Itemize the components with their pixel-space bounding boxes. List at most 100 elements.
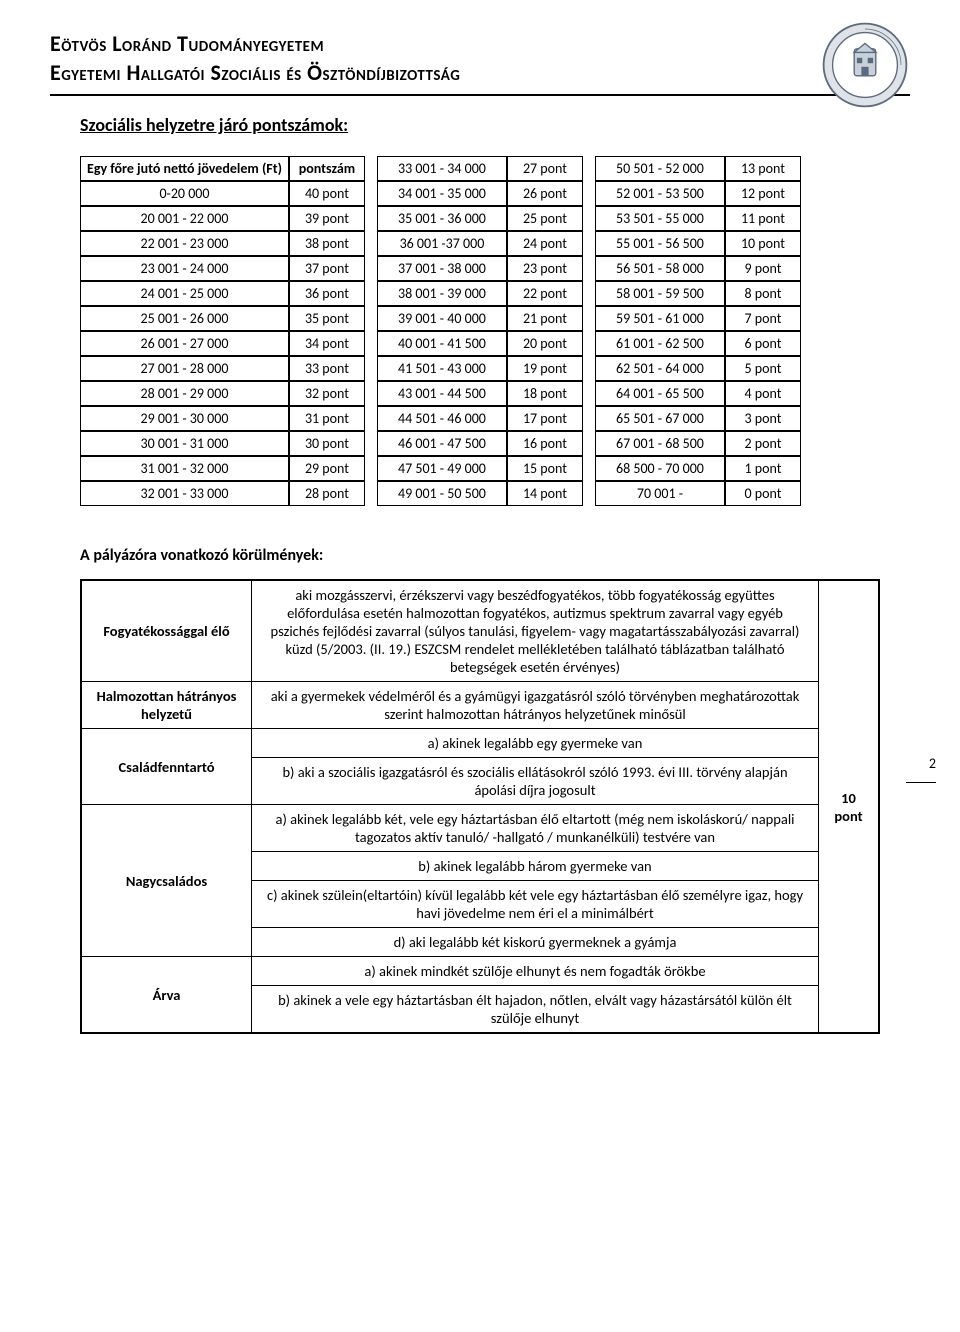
cell-points: 33 pont [289, 356, 365, 381]
table-row: 65 501 - 67 0003 pont [595, 406, 801, 431]
table-row: 0-20 00040 pont [80, 181, 365, 206]
condition-desc: d) aki legalább két kiskorú gyermeknek a… [252, 928, 818, 957]
points-table-col-3: 50 501 - 52 00013 pont52 001 - 53 50012 … [595, 156, 801, 506]
header-divider [50, 94, 910, 96]
table-row: 55 001 - 56 50010 pont [595, 231, 801, 256]
cell-points: 28 pont [289, 481, 365, 506]
conditions-table: Fogyatékossággal élőaki mozgásszervi, ér… [81, 580, 879, 1033]
cell-points: 38 pont [289, 231, 365, 256]
cell-range: 39 001 - 40 000 [377, 306, 507, 331]
cell-range: 37 001 - 38 000 [377, 256, 507, 281]
cell-range: 33 001 - 34 000 [377, 156, 507, 181]
condition-desc: c) akinek szülein(eltartóin) kívül legal… [252, 881, 818, 928]
cell-range: 28 001 - 29 000 [80, 381, 289, 406]
cell-points: 30 pont [289, 431, 365, 456]
condition-label: Árva [82, 957, 252, 1033]
cell-points: 10 pont [725, 231, 801, 256]
points-table-col-2: 33 001 - 34 00027 pont34 001 - 35 00026 … [377, 156, 583, 506]
cell-points: 24 pont [507, 231, 583, 256]
table-row: 24 001 - 25 00036 pont [80, 281, 365, 306]
cell-range: 50 501 - 52 000 [595, 156, 725, 181]
cell-points: 7 pont [725, 306, 801, 331]
condition-desc-cell: a) akinek legalább egy gyermeke vanb) ak… [252, 729, 819, 805]
cell-range: 65 501 - 67 000 [595, 406, 725, 431]
cell-points: 22 pont [507, 281, 583, 306]
cell-range: 27 001 - 28 000 [80, 356, 289, 381]
cell-points: 32 pont [289, 381, 365, 406]
table-row: 23 001 - 24 00037 pont [80, 256, 365, 281]
cell-points: 26 pont [507, 181, 583, 206]
cell-range: 58 001 - 59 500 [595, 281, 725, 306]
header-points: pontszám [289, 156, 365, 181]
cell-range: 34 001 - 35 000 [377, 181, 507, 206]
header-range: Egy főre jutó nettó jövedelem (Ft) [80, 156, 289, 181]
table-row: 40 001 - 41 50020 pont [377, 331, 583, 356]
condition-points: 10 pont [819, 581, 879, 1033]
cell-points: 20 pont [507, 331, 583, 356]
cell-range: 38 001 - 39 000 [377, 281, 507, 306]
cell-range: 59 501 - 61 000 [595, 306, 725, 331]
table-row: 25 001 - 26 00035 pont [80, 306, 365, 331]
cell-range: 43 001 - 44 500 [377, 381, 507, 406]
cell-range: 40 001 - 41 500 [377, 331, 507, 356]
cell-points: 2 pont [725, 431, 801, 456]
table-row: 68 500 - 70 0001 pont [595, 456, 801, 481]
conditions-table-wrap: Fogyatékossággal élőaki mozgásszervi, ér… [80, 579, 880, 1034]
cell-points: 13 pont [725, 156, 801, 181]
cell-points: 27 pont [507, 156, 583, 181]
cell-points: 9 pont [725, 256, 801, 281]
page-side-mark [906, 782, 936, 783]
table-row: 35 001 - 36 00025 pont [377, 206, 583, 231]
cell-points: 11 pont [725, 206, 801, 231]
cell-range: 30 001 - 31 000 [80, 431, 289, 456]
table-row: 58 001 - 59 5008 pont [595, 281, 801, 306]
condition-label: Családfenntartó [82, 729, 252, 805]
cell-points: 16 pont [507, 431, 583, 456]
cell-range: 67 001 - 68 500 [595, 431, 725, 456]
table-row: 50 501 - 52 00013 pont [595, 156, 801, 181]
cell-range: 36 001 -37 000 [377, 231, 507, 256]
condition-desc-cell: a) akinek mindkét szülője elhunyt és nem… [252, 957, 819, 1033]
university-name: Eötvös Loránd Tudományegyetem [50, 30, 910, 57]
cell-points: 40 pont [289, 181, 365, 206]
cell-points: 21 pont [507, 306, 583, 331]
cell-range: 62 501 - 64 000 [595, 356, 725, 381]
cell-points: 3 pont [725, 406, 801, 431]
cell-range: 20 001 - 22 000 [80, 206, 289, 231]
condition-desc-cell: a) akinek legalább két, vele egy háztart… [252, 805, 819, 957]
page-number: 2 [929, 755, 936, 772]
condition-label: Nagycsaládos [82, 805, 252, 957]
table-row: 46 001 - 47 50016 pont [377, 431, 583, 456]
condition-desc: aki a gyermekek védelméről és a gyámügyi… [252, 682, 818, 728]
cell-points: 12 pont [725, 181, 801, 206]
cell-points: 18 pont [507, 381, 583, 406]
table-row: 26 001 - 27 00034 pont [80, 331, 365, 356]
cell-points: 0 pont [725, 481, 801, 506]
cell-points: 4 pont [725, 381, 801, 406]
cell-range: 55 001 - 56 500 [595, 231, 725, 256]
cell-range: 47 501 - 49 000 [377, 456, 507, 481]
cell-range: 44 501 - 46 000 [377, 406, 507, 431]
cell-range: 61 001 - 62 500 [595, 331, 725, 356]
table-row: 41 501 - 43 00019 pont [377, 356, 583, 381]
cell-range: 52 001 - 53 500 [595, 181, 725, 206]
table-row: 31 001 - 32 00029 pont [80, 456, 365, 481]
cell-points: 35 pont [289, 306, 365, 331]
condition-row: Árvaa) akinek mindkét szülője elhunyt és… [82, 957, 879, 1033]
cell-points: 23 pont [507, 256, 583, 281]
cell-points: 19 pont [507, 356, 583, 381]
cell-points: 5 pont [725, 356, 801, 381]
table-row: 44 501 - 46 00017 pont [377, 406, 583, 431]
cell-range: 46 001 - 47 500 [377, 431, 507, 456]
points-table-col-1: Egy főre jutó nettó jövedelem (Ft) ponts… [80, 156, 365, 506]
conditions-section-title: A pályázóra vonatkozó körülmények: [80, 546, 910, 565]
cell-range: 70 001 - [595, 481, 725, 506]
table-row: 43 001 - 44 50018 pont [377, 381, 583, 406]
cell-range: 35 001 - 36 000 [377, 206, 507, 231]
table-row: 38 001 - 39 00022 pont [377, 281, 583, 306]
university-seal-icon [820, 20, 910, 110]
table-row: 61 001 - 62 5006 pont [595, 331, 801, 356]
cell-points: 39 pont [289, 206, 365, 231]
table-row: 47 501 - 49 00015 pont [377, 456, 583, 481]
table-row: 37 001 - 38 00023 pont [377, 256, 583, 281]
